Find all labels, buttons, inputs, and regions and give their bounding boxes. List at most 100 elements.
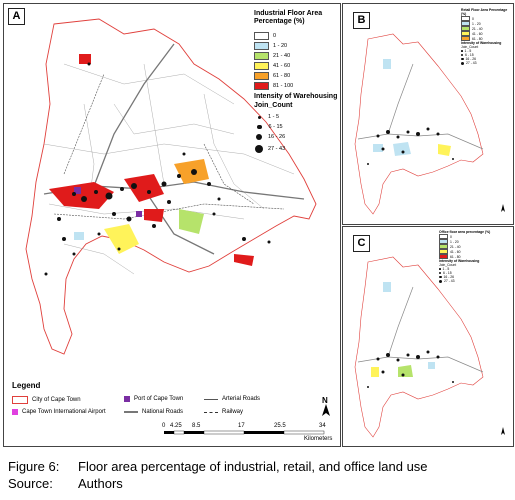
national-swatch [124,411,138,413]
floor-class-2: 21 - 40 [254,52,290,60]
legend-national: National Roads [124,409,183,415]
floor-class-1-label: 1 - 20 [273,43,288,49]
legend-arterial: Arterial Roads [204,396,260,402]
figure-caption: Figure 6: Floor area percentage of indust… [8,458,513,492]
floor-class-3-swatch [254,62,269,70]
scale-tick-2: 8.5 [192,423,201,429]
office-legend: Office floor area percentage (%) 0 1 - 2… [439,230,511,283]
north-arrow-b-icon [501,204,505,212]
retail-wh-0: 1 - 5 [461,49,511,53]
floor-class-2-swatch [254,52,269,60]
warehouse-dot-2 [256,134,262,140]
warehouse-class-3: 27 - 43 [255,145,285,153]
port-swatch [124,396,130,402]
map-panel-b: B Retail Floor Area Percentage (%) 0 1 -… [342,3,514,225]
caption-source-text: Authors [78,476,123,491]
panel-a-label: A [8,8,25,25]
legend-city-label: City of Cape Town [32,397,81,403]
office-wh-3: 27 - 43 [439,279,511,283]
legend-port-label: Port of Cape Town [134,396,184,402]
retail-warehouse-subtitle: Join_Count [461,45,479,49]
city-boundary-b [354,33,484,215]
retail-class-0: 0 [461,16,511,21]
legend-title: Legend [12,381,41,390]
scale-tick-5: 34 [319,423,326,429]
railway-swatch [204,411,218,413]
city-boundary [25,18,317,355]
office-class-1: 1 - 20 [439,239,511,244]
floor-class-0-swatch [254,32,269,40]
warehouse-dots [44,62,271,276]
retail-wh-3: 27 - 43 [461,61,511,65]
legend-arterial-label: Arterial Roads [222,396,261,402]
office-wh-2: 16 - 26 [439,275,511,279]
city-boundary-c [354,256,484,438]
warehouse-class-0: 1 - 5 [258,114,279,120]
legend-railway-label: Railway [222,409,244,415]
floor-class-5-label: 81 - 100 [273,83,294,89]
legend-airport: Cape Town International Airport [12,409,106,415]
floor-class-4-swatch [254,72,269,80]
floor-class-2-label: 21 - 40 [273,53,291,59]
warehouse-dot-1 [257,124,262,130]
warehouse-class-1-label: 6 - 15 [268,124,283,130]
floor-class-5: 81 - 100 [254,82,293,90]
legend-city: City of Cape Town [12,396,81,404]
retail-class-3: 41 - 60 [461,31,511,36]
airport-swatch [12,409,18,415]
office-class-4: 61 - 80 [439,254,511,259]
legend-railway: Railway [204,409,243,415]
retail-wh-2: 16 - 26 [461,57,511,61]
floor-class-0-label: 0 [273,33,277,39]
warehouse-class-3-label: 27 - 43 [268,146,286,152]
warehouse-dot-3 [255,145,263,153]
retail-legend-title: Retail Floor Area Percentage (%) [461,8,508,16]
scale-tick-4: 25.5 [274,423,286,429]
floor-class-3-label: 41 - 60 [273,63,291,69]
north-label: N [322,396,328,405]
map-c-canvas [354,256,505,438]
warehousing-legend-subtitle: Join_Count [254,102,293,109]
office-legend-title: Office floor area percentage (%) [439,230,491,234]
office-wh-1: 6 - 15 [439,271,511,275]
floor-class-3: 41 - 60 [254,62,290,70]
scale-tick-1: 4.25 [170,423,182,429]
suburb-lines [43,63,295,275]
caption-figure-key: Figure 6: [8,459,60,474]
warehouse-class-2: 16 - 26 [256,134,285,140]
warehousing-legend-title: Intensity of Warehousing [254,93,338,100]
north-arrow-c-icon [501,427,505,435]
warehouse-dot-0 [258,115,261,119]
floor-class-1-swatch [254,42,269,50]
retail-class-2: 21 - 40 [461,26,511,31]
scale-bar [164,430,325,435]
caption-figure-text: Floor area percentage of industrial, ret… [78,459,428,474]
map-panel-a: A Industrial Floor Area Percentage (%) 0… [3,3,341,447]
retail-class-1: 1 - 20 [461,21,511,26]
north-arrow-icon [322,404,330,416]
retail-warehouse-title: Intensity of Warehousing [461,41,502,45]
industrial-floor-legend-title: Industrial Floor Area Percentage (%) [254,10,323,25]
legend-airport-label: Cape Town International Airport [22,409,106,415]
arterial-swatch [204,398,218,400]
caption-figure-line: Figure 6: Floor area percentage of indust… [8,458,513,475]
warehouse-class-2-label: 16 - 26 [268,134,286,140]
office-class-0: 0 [439,234,511,239]
warehouse-class-0-label: 1 - 5 [268,114,280,120]
legend-port: Port of Cape Town [124,396,183,402]
retail-legend: Retail Floor Area Percentage (%) 0 1 - 2… [461,8,511,65]
office-zones-c [371,282,435,377]
office-wh-0: 1 - 5 [439,267,511,271]
floor-class-4-label: 61 - 80 [273,73,291,79]
office-class-3: 41 - 60 [439,249,511,254]
scale-tick-3: 17 [238,423,245,429]
scale-tick-0: 0 [162,423,166,429]
scale-unit: Kilometers [304,436,333,442]
floor-class-0: 0 [254,32,276,40]
city-boundary-swatch [12,396,28,404]
office-class-2: 21 - 40 [439,244,511,249]
retail-class-4: 61 - 80 [461,36,511,41]
floor-class-5-swatch [254,82,269,90]
caption-source-line: Source: Authors [8,475,513,492]
floor-class-1: 1 - 20 [254,42,287,50]
